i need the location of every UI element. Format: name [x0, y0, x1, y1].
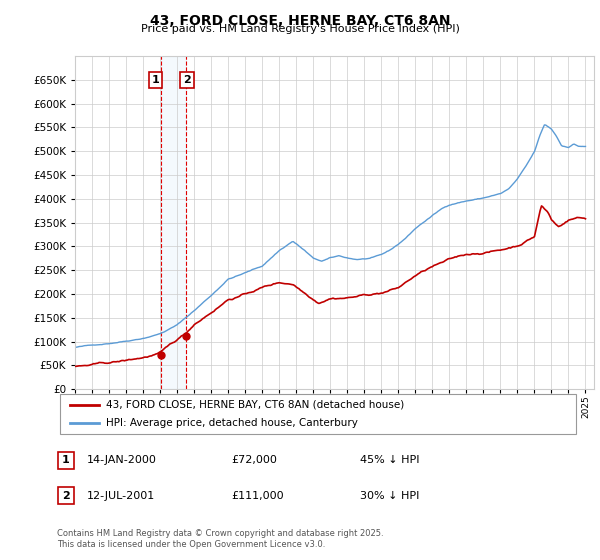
Text: Contains HM Land Registry data © Crown copyright and database right 2025.
This d: Contains HM Land Registry data © Crown c… [57, 529, 383, 549]
Text: £111,000: £111,000 [231, 491, 284, 501]
Text: 2: 2 [62, 491, 70, 501]
Text: 1: 1 [152, 75, 160, 85]
Text: 43, FORD CLOSE, HERNE BAY, CT6 8AN (detached house): 43, FORD CLOSE, HERNE BAY, CT6 8AN (deta… [106, 400, 404, 409]
Text: 1: 1 [62, 455, 70, 465]
Text: 12-JUL-2001: 12-JUL-2001 [87, 491, 155, 501]
Text: 14-JAN-2000: 14-JAN-2000 [87, 455, 157, 465]
Text: 30% ↓ HPI: 30% ↓ HPI [360, 491, 419, 501]
Text: 43, FORD CLOSE, HERNE BAY, CT6 8AN: 43, FORD CLOSE, HERNE BAY, CT6 8AN [150, 14, 450, 28]
Text: HPI: Average price, detached house, Canterbury: HPI: Average price, detached house, Cant… [106, 418, 358, 428]
Text: 45% ↓ HPI: 45% ↓ HPI [360, 455, 419, 465]
Text: 2: 2 [183, 75, 191, 85]
Text: Price paid vs. HM Land Registry's House Price Index (HPI): Price paid vs. HM Land Registry's House … [140, 24, 460, 34]
Text: £72,000: £72,000 [231, 455, 277, 465]
Bar [161, 56, 186, 389]
